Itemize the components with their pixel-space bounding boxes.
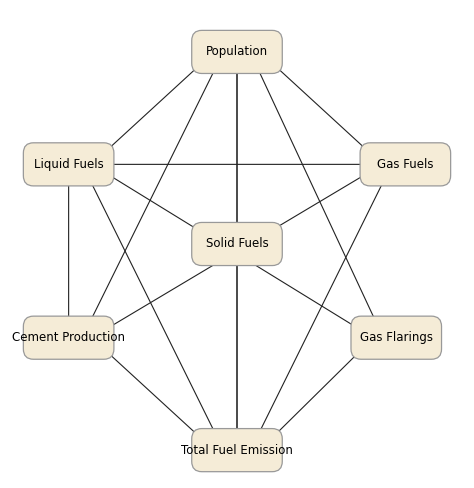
Text: Solid Fuels: Solid Fuels [206, 238, 268, 250]
FancyBboxPatch shape [191, 30, 283, 74]
FancyBboxPatch shape [23, 316, 114, 359]
FancyBboxPatch shape [23, 143, 114, 186]
FancyBboxPatch shape [191, 428, 283, 472]
FancyBboxPatch shape [191, 223, 283, 265]
FancyBboxPatch shape [360, 143, 451, 186]
FancyBboxPatch shape [351, 316, 442, 359]
Text: Population: Population [206, 45, 268, 59]
Text: Liquid Fuels: Liquid Fuels [34, 158, 103, 171]
Text: Cement Production: Cement Production [12, 331, 125, 344]
Text: Total Fuel Emission: Total Fuel Emission [181, 444, 293, 457]
Text: Gas Fuels: Gas Fuels [377, 158, 434, 171]
Text: Gas Flarings: Gas Flarings [360, 331, 433, 344]
